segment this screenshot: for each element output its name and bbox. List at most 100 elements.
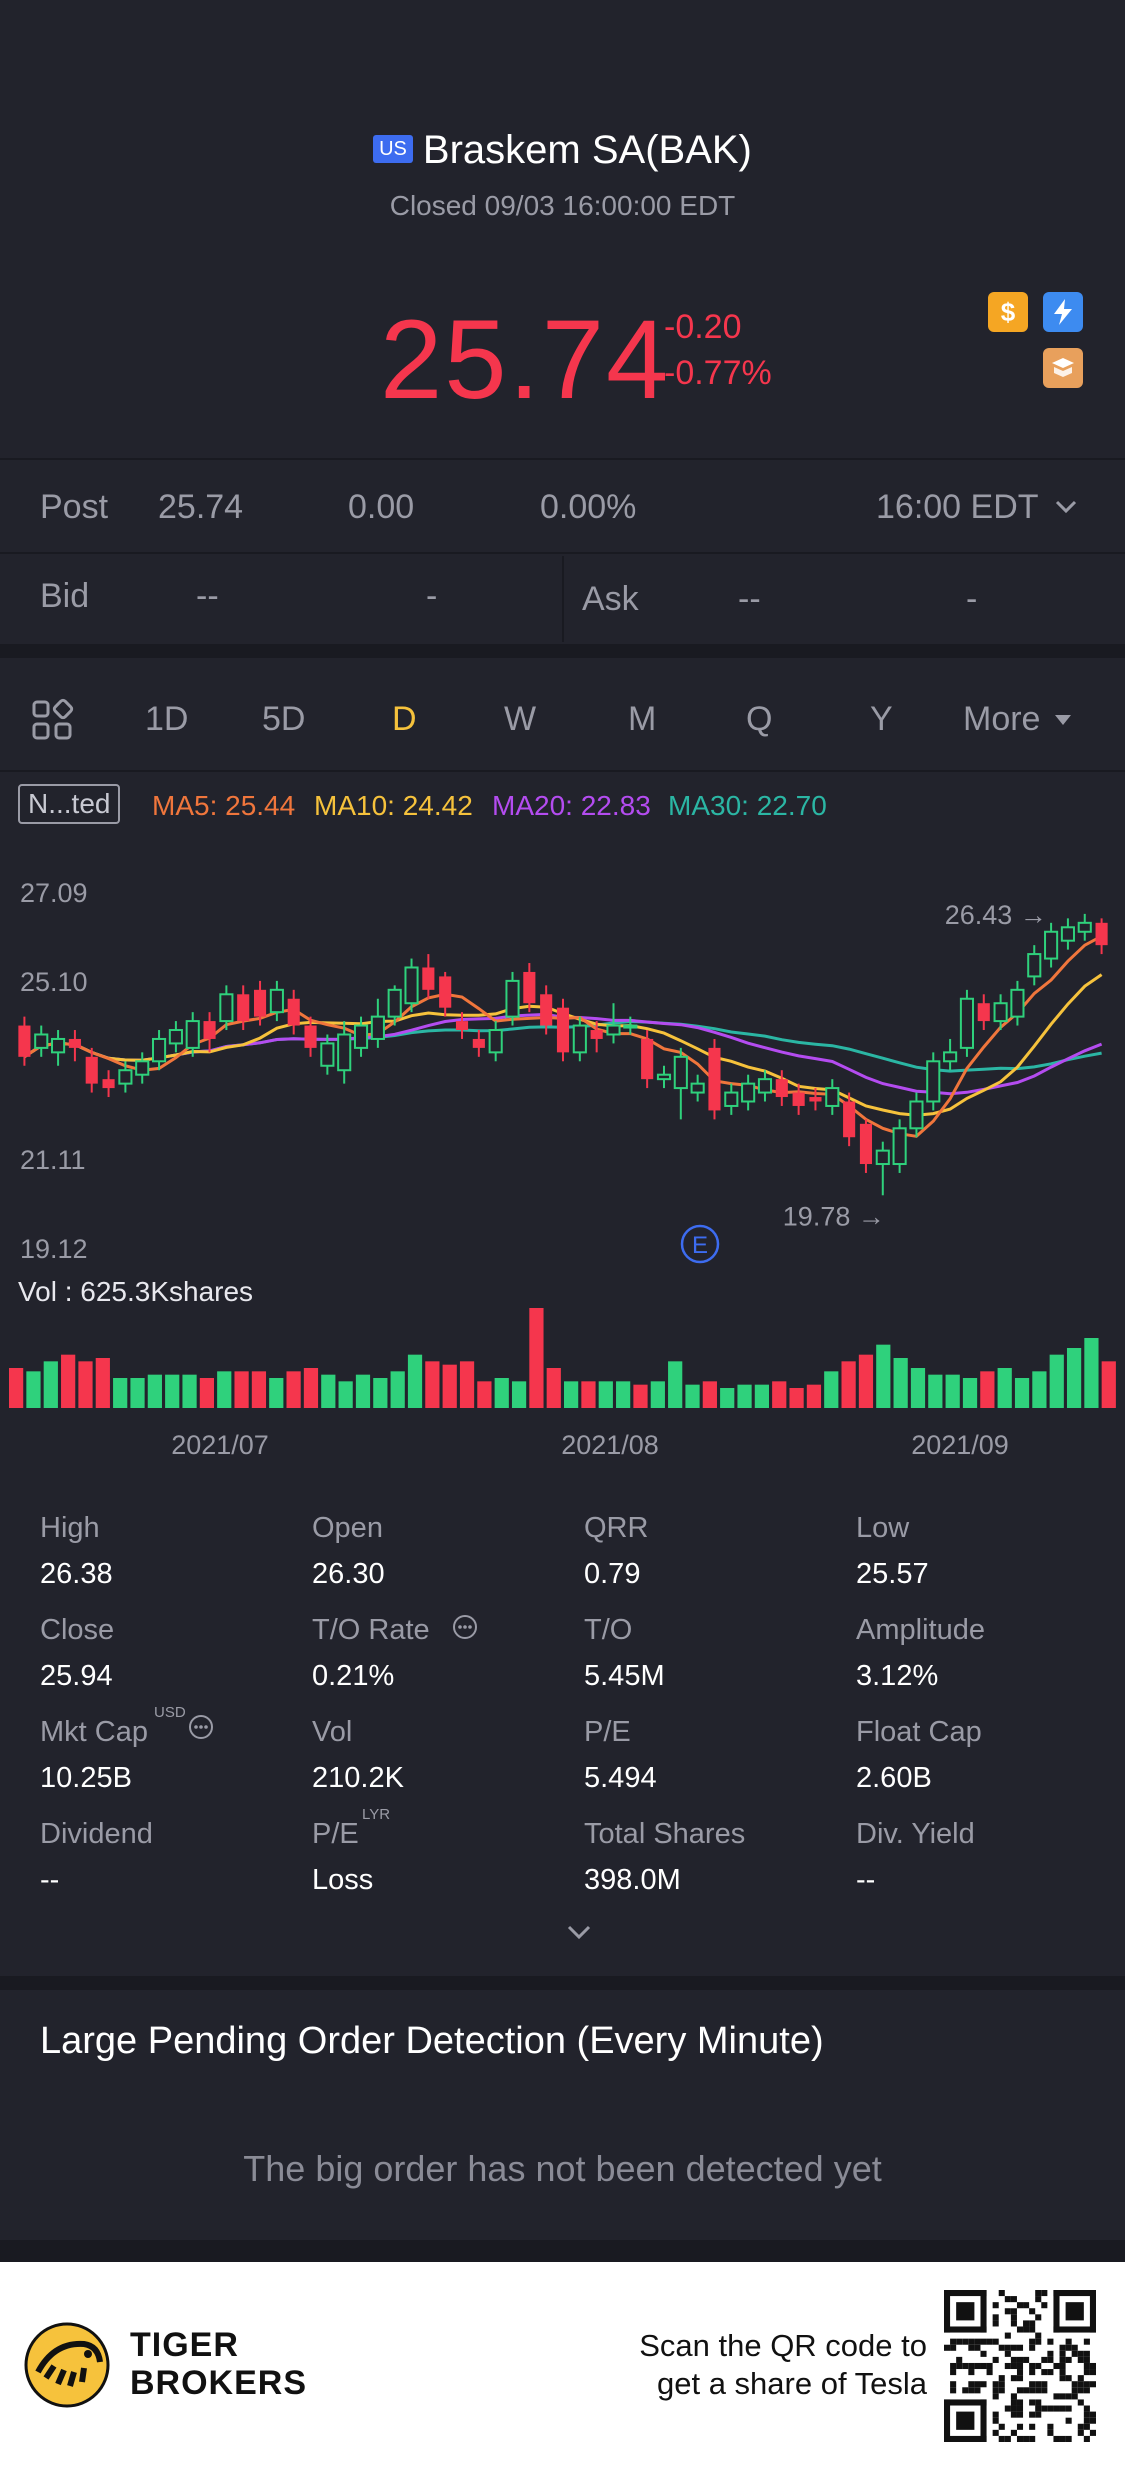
chevron-down-icon[interactable] — [566, 1924, 592, 1942]
candle — [875, 1149, 890, 1166]
tab-more[interactable]: More — [963, 700, 1072, 739]
candle — [85, 1056, 98, 1084]
candle — [320, 1042, 335, 1067]
volume-bar — [754, 1384, 770, 1408]
candle — [455, 1021, 469, 1031]
volume-bar — [616, 1381, 631, 1408]
tab-1d[interactable]: 1D — [145, 700, 189, 738]
volume-bar — [407, 1354, 423, 1408]
tab-w[interactable]: W — [504, 700, 537, 738]
tab-y[interactable]: Y — [870, 700, 893, 738]
bid-size: - — [426, 577, 438, 615]
volume-bar — [841, 1361, 856, 1408]
book-icon[interactable] — [1043, 348, 1083, 388]
stat-value: 2.60B — [856, 1762, 932, 1794]
y-tick-label: 27.09 — [20, 878, 88, 908]
candle — [825, 1087, 840, 1107]
dollar-icon[interactable]: $ — [988, 292, 1028, 332]
ma10-label: MA10: 24.42 — [314, 790, 473, 821]
volume-bar — [477, 1381, 492, 1408]
stat-value: 5.494 — [584, 1762, 657, 1794]
volume-bar — [165, 1374, 180, 1408]
lyr-sup: LYR — [362, 1806, 391, 1823]
volume-bar — [43, 1361, 58, 1408]
volume-bar — [893, 1358, 908, 1408]
ma20-label: MA20: 22.83 — [492, 790, 651, 821]
stat-label: Vol — [312, 1716, 353, 1748]
stat-value: 210.2K — [312, 1762, 404, 1794]
candle — [1044, 930, 1059, 960]
stock-title: US Braskem SA(BAK) — [0, 128, 1125, 173]
candle — [269, 988, 284, 1014]
volume-bar — [217, 1371, 232, 1408]
candle — [809, 1097, 822, 1102]
brand-line1: TIGER — [130, 2326, 239, 2364]
x-tick-label: 2021/07 — [171, 1430, 269, 1460]
stat-label: Dividend — [40, 1818, 153, 1850]
volume-bar — [147, 1374, 162, 1408]
stat-label: Div. Yield — [856, 1818, 975, 1850]
market-badge: US — [373, 135, 413, 163]
candle — [51, 1037, 66, 1054]
tab-m[interactable]: M — [628, 700, 657, 738]
candle — [572, 1024, 587, 1054]
candle — [977, 1003, 990, 1022]
post-change: 0.00 — [348, 488, 415, 526]
stat-value: 0.21% — [312, 1660, 395, 1692]
candle — [219, 993, 234, 1023]
candle — [135, 1060, 150, 1076]
volume-bar — [962, 1378, 978, 1408]
candle — [892, 1127, 907, 1166]
candlestick-chart[interactable]: 27.09 25.10 21.11 19.12 26.43 → 19.78 → E Vol … — [0, 860, 1125, 1470]
event-marker-icon[interactable] — [680, 1224, 720, 1264]
indicator-button[interactable]: N...ted — [18, 784, 121, 824]
quote-header — [0, 0, 1125, 460]
volume-bar — [824, 1371, 839, 1408]
candle — [168, 1029, 183, 1045]
session-time: 16:00 EDT — [876, 488, 1038, 526]
volume-bar — [269, 1378, 284, 1408]
stat-label: Open — [312, 1512, 383, 1544]
candle — [859, 1123, 873, 1165]
section-divider — [0, 644, 1125, 658]
ask-size: - — [966, 580, 978, 618]
candle — [1095, 922, 1108, 946]
candle — [1060, 926, 1075, 942]
ask-label: Ask — [582, 580, 639, 618]
currency-sup: USD — [154, 1704, 186, 1721]
volume-bar — [650, 1381, 665, 1408]
volume-bar — [321, 1374, 336, 1408]
volume-bar — [113, 1378, 128, 1408]
volume-bar — [26, 1371, 41, 1408]
candle — [505, 979, 520, 1018]
candle — [185, 1020, 200, 1049]
volume-bar — [581, 1381, 596, 1408]
candle — [287, 998, 300, 1026]
grid-icon[interactable] — [30, 698, 74, 747]
candle — [909, 1100, 924, 1130]
x-tick-label: 2021/09 — [911, 1430, 1009, 1460]
candle — [606, 1024, 621, 1036]
volume-bar — [182, 1374, 197, 1408]
tab-5d[interactable]: 5D — [262, 700, 306, 738]
tab-d[interactable]: D — [392, 700, 417, 738]
lightning-icon[interactable] — [1043, 292, 1083, 332]
session-time-select[interactable]: 16:00 EDT — [876, 488, 1077, 527]
qr-code[interactable] — [944, 2290, 1096, 2442]
y-tick-label: 19.12 — [20, 1234, 88, 1264]
candle — [472, 1038, 485, 1048]
volume-bar — [1032, 1371, 1047, 1408]
volume-bar — [459, 1361, 475, 1408]
volume-bar — [199, 1378, 215, 1408]
candle — [439, 976, 452, 1008]
scan-line2: get a share of Tesla — [657, 2366, 927, 2401]
candle — [18, 1025, 31, 1057]
candle — [1077, 921, 1092, 933]
stat-value: Loss — [312, 1864, 374, 1896]
tab-q[interactable]: Q — [746, 700, 773, 738]
candle — [68, 1038, 81, 1048]
stat-label: P/E — [312, 1818, 359, 1850]
tiger-logo-icon — [24, 2322, 110, 2408]
info-dots-icon[interactable] — [188, 1714, 214, 1740]
info-dots-icon[interactable] — [452, 1614, 478, 1640]
